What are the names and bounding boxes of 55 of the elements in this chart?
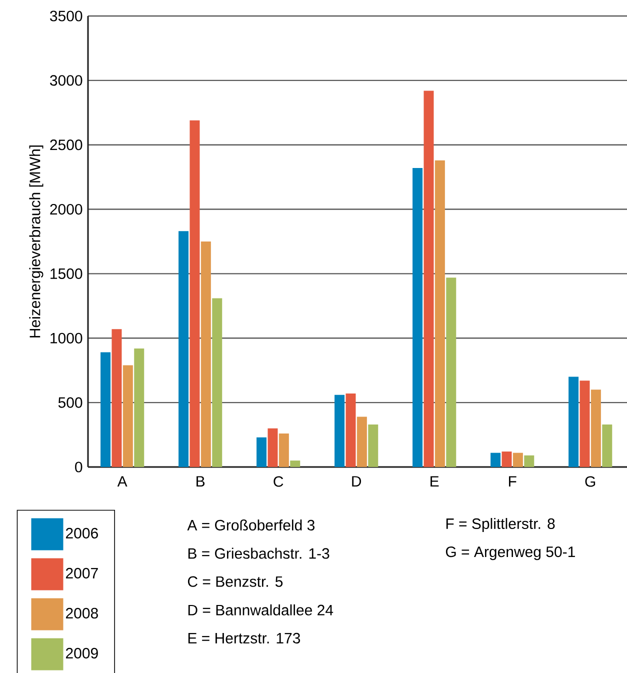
bar: [190, 120, 200, 467]
bar: [490, 452, 501, 467]
x-tick-label: E: [430, 476, 439, 487]
y-tick-label: 2000: [50, 204, 82, 215]
x-tick-label: B: [196, 476, 205, 487]
y-tick-label: 500: [58, 397, 82, 408]
bar: [412, 168, 423, 467]
x-tick-label: F: [508, 476, 516, 487]
bar: [212, 298, 222, 467]
text: A = Großoberfeld 3: [187, 519, 315, 530]
y-tick-label: 0: [75, 462, 82, 472]
x-tick-label: G: [585, 476, 596, 487]
bar: [368, 424, 378, 467]
bar: [122, 365, 133, 467]
bar: [290, 460, 300, 467]
bar: [602, 424, 612, 467]
text: F = Splittlerstr. 8: [446, 518, 555, 532]
bar: [100, 352, 111, 467]
text: D = Bannwaldallee 24: [188, 604, 334, 616]
bar: [512, 452, 523, 467]
bar: [346, 394, 356, 467]
x-tick-label: C: [274, 476, 284, 487]
text: E = Hertzstr. 173: [188, 632, 300, 644]
text: C = Benzstr. 5: [188, 576, 283, 587]
bar: [446, 278, 456, 467]
legend-label: 2006: [66, 528, 98, 538]
bar: [178, 231, 189, 467]
bar: [112, 329, 122, 467]
y-tick-label: 3000: [50, 75, 82, 86]
bar: [580, 380, 590, 467]
y-tick-label: 3500: [50, 10, 82, 22]
legend-label: 2008: [66, 608, 98, 618]
y-axis-title: Heizenergieverbrauch [MWh]: [29, 145, 44, 338]
legend-label: 2009: [66, 648, 98, 658]
legend-label: 2007: [66, 568, 98, 578]
bar: [502, 452, 512, 467]
bar: [334, 394, 345, 467]
bar: [568, 376, 579, 467]
bar: [256, 437, 267, 467]
x-tick-label: D: [352, 476, 362, 487]
bar: [134, 348, 144, 467]
bar: [434, 160, 445, 467]
text: G = Argenweg 50-1: [446, 546, 575, 560]
bar: [590, 390, 601, 467]
bar: [356, 416, 367, 467]
x-tick-label: A: [117, 476, 128, 487]
bar: [268, 428, 278, 467]
bar: [200, 241, 211, 467]
text: B = Griesbachstr. 1-3: [188, 548, 330, 559]
y-tick-label: 1000: [50, 332, 82, 344]
bar: [524, 455, 534, 467]
y-tick-label: 2500: [50, 140, 82, 150]
bar: [278, 433, 289, 467]
bar: [424, 90, 434, 467]
y-tick-label: 1500: [50, 268, 82, 280]
